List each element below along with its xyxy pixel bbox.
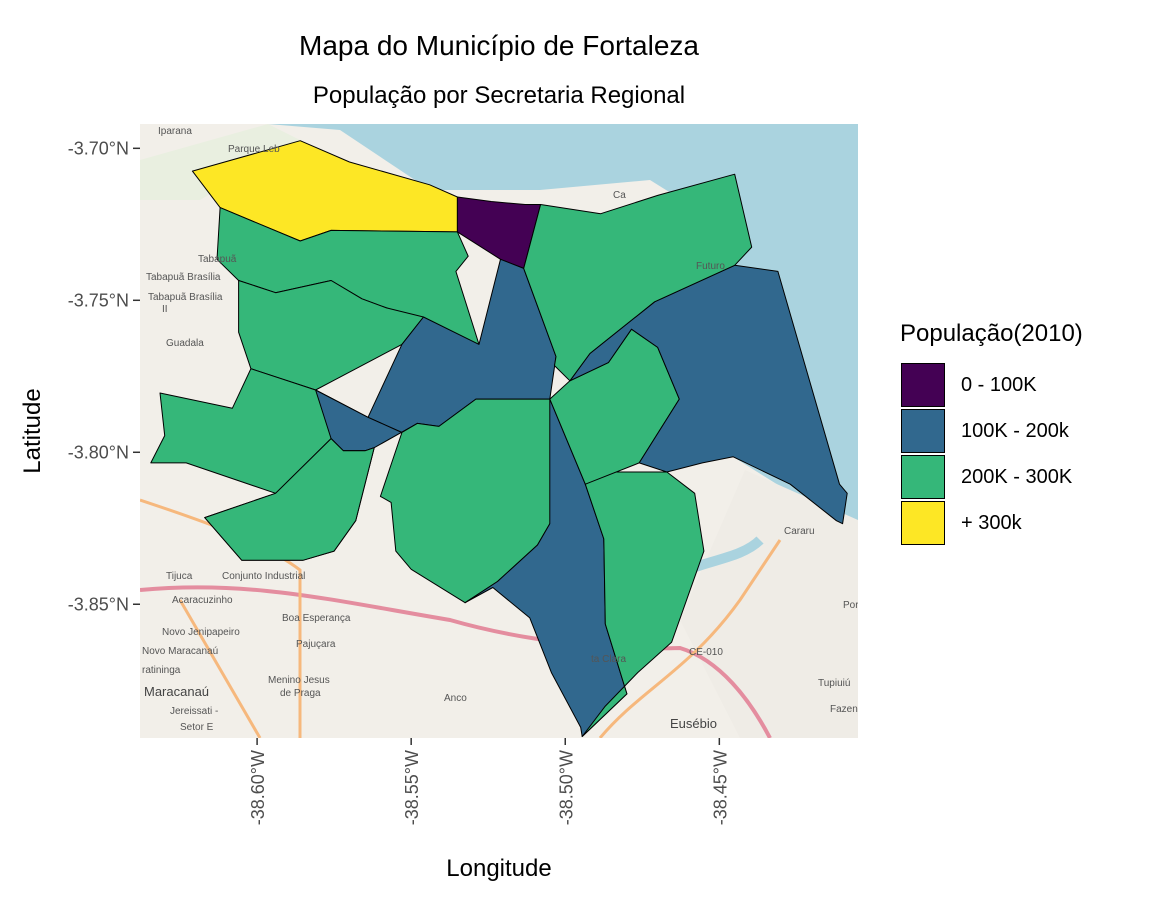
svg-text:Setor E: Setor E xyxy=(180,722,214,733)
highway-road xyxy=(140,585,772,738)
x-tick-label-2: -38.50°W xyxy=(556,750,576,825)
legend-label-2: 200K - 300K xyxy=(961,466,1073,488)
map-subtitle: População por Secretaria Regional xyxy=(312,82,686,109)
urban-area xyxy=(680,470,858,738)
basemap-labels: Iparana Parque Leb Tabapuã Tabapuã Brasí… xyxy=(142,126,859,733)
svg-text:Maracanaú: Maracanaú xyxy=(144,684,209,699)
legend-key-0 xyxy=(901,363,945,407)
svg-text:Parque Leb: Parque Leb xyxy=(228,144,280,155)
svg-text:Novo Jenipapeiro: Novo Jenipapeiro xyxy=(162,627,240,638)
regions-layer xyxy=(150,140,848,737)
y-tick-label-0: -3.70°N xyxy=(68,138,129,158)
arterial-road xyxy=(598,539,782,738)
green-area xyxy=(140,124,300,200)
legend-item-0: 0 - 100K xyxy=(900,362,1140,408)
legend-key-1 xyxy=(901,409,945,453)
svg-text:Guadala: Guadala xyxy=(166,338,204,349)
svg-text:Cararu: Cararu xyxy=(784,526,815,537)
svg-text:Tabapuã Brasília: Tabapuã Brasília xyxy=(146,272,221,283)
region-8 xyxy=(204,438,375,561)
legend-item-1: 100K - 200k xyxy=(900,408,1140,454)
svg-text:ratininga: ratininga xyxy=(142,665,181,676)
svg-text:Jereissati -: Jereissati - xyxy=(170,706,218,717)
svg-text:Fazen: Fazen xyxy=(830,704,858,715)
svg-text:Tabapuã: Tabapuã xyxy=(198,254,237,265)
map-title: Mapa do Município de Fortaleza xyxy=(299,30,699,61)
svg-text:CE-010: CE-010 xyxy=(689,647,723,658)
svg-text:Boa Esperança: Boa Esperança xyxy=(282,613,351,624)
legend-label-0: 0 - 100K xyxy=(961,374,1037,396)
svg-text:Tupiuiú: Tupiuiú xyxy=(818,678,850,689)
svg-text:Tijuca: Tijuca xyxy=(166,571,193,582)
svg-text:Ca: Ca xyxy=(613,190,626,201)
region-14 xyxy=(523,173,753,382)
svg-text:de Praga: de Praga xyxy=(280,688,321,699)
legend-label-1: 100K - 200k xyxy=(961,420,1069,442)
x-tick-label-1: -38.55°W xyxy=(402,750,422,825)
x-tick-label-3: -38.45°W xyxy=(710,750,730,825)
svg-text:Anco: Anco xyxy=(444,693,467,704)
svg-text:Iparana: Iparana xyxy=(158,126,192,137)
svg-text:ta Clara: ta Clara xyxy=(591,654,626,665)
legend-label-3: + 300k xyxy=(961,512,1022,534)
svg-text:Eusébio: Eusébio xyxy=(670,716,717,731)
y-axis: -3.70°N -3.75°N -3.80°N -3.85°N xyxy=(68,138,140,614)
svg-text:Novo Maracanaú: Novo Maracanaú xyxy=(142,646,218,657)
y-tick-label-1: -3.75°N xyxy=(68,290,129,310)
svg-text:Futuro: Futuro xyxy=(696,261,725,272)
legend-item-3: + 300k xyxy=(900,500,1140,546)
map-panel: Iparana Parque Leb Tabapuã Tabapuã Brasí… xyxy=(140,124,859,738)
y-axis-title: Latitude xyxy=(19,388,46,473)
y-tick-label-3: -3.85°N xyxy=(68,594,129,614)
svg-text:Menino Jesus: Menino Jesus xyxy=(268,675,330,686)
arterial-road xyxy=(178,599,262,738)
x-tick-label-0: -38.60°W xyxy=(248,750,268,825)
svg-text:Conjunto Industrial: Conjunto Industrial xyxy=(222,571,305,582)
y-tick-label-2: -3.80°N xyxy=(68,442,129,462)
legend-key-2 xyxy=(901,455,945,499)
svg-text:Pajuçara: Pajuçara xyxy=(296,639,336,650)
svg-text:Tabapuã Brasília: Tabapuã Brasília xyxy=(148,292,223,303)
legend-item-2: 200K - 300K xyxy=(900,454,1140,500)
svg-text:Acaracuzinho: Acaracuzinho xyxy=(172,595,233,606)
x-axis-title: Longitude xyxy=(446,855,551,882)
legend-key-3 xyxy=(901,501,945,545)
legend-title: População(2010) xyxy=(900,320,1083,347)
svg-text:II: II xyxy=(162,304,168,315)
svg-text:Por: Por xyxy=(843,600,859,611)
x-axis: -38.60°W -38.55°W -38.50°W -38.45°W xyxy=(248,738,730,825)
